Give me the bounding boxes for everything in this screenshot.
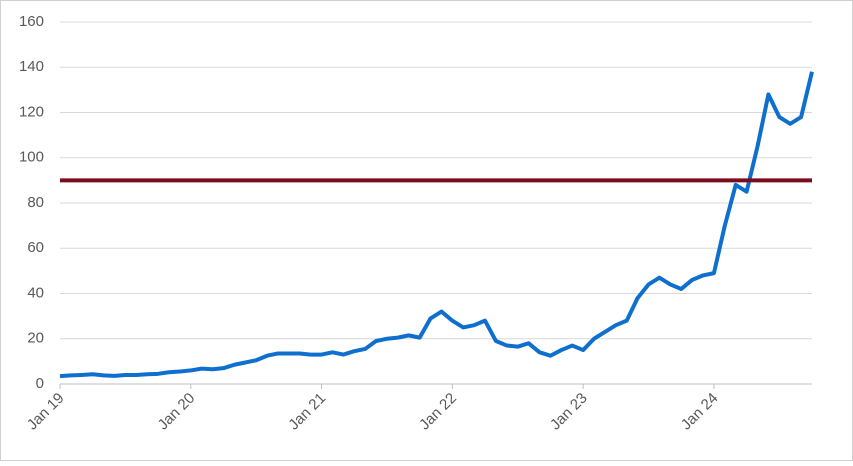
price-line (59, 71, 814, 379)
y-tick-label: 40 (27, 284, 44, 301)
y-tick-label: 0 (36, 375, 44, 392)
y-tick-label: 80 (27, 194, 44, 211)
y-tick-label: 60 (27, 239, 44, 256)
y-tick-label: 20 (27, 330, 44, 347)
y-tick-label: 160 (19, 13, 44, 30)
y-tick-label: 100 (19, 149, 44, 166)
y-tick-label: 120 (19, 103, 44, 120)
y-tick-label: 140 (19, 58, 44, 75)
